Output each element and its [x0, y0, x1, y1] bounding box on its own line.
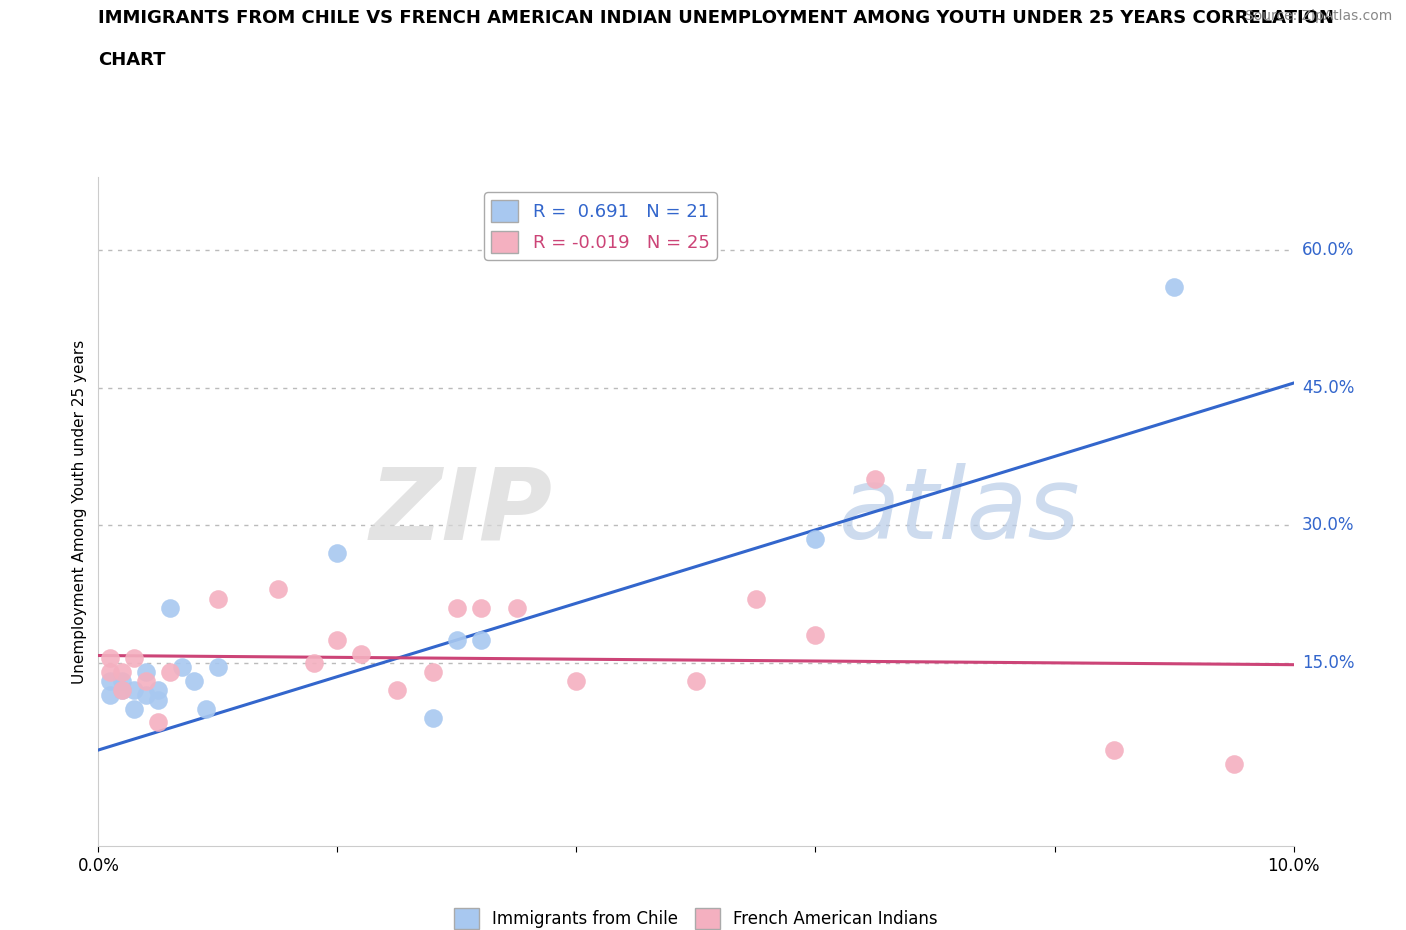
- Point: [135, 687, 157, 702]
- Point: [111, 683, 134, 698]
- Point: [207, 591, 229, 606]
- Point: [326, 632, 349, 647]
- Point: [111, 683, 134, 698]
- Point: [194, 701, 218, 716]
- Point: [446, 601, 468, 616]
- Point: [135, 673, 157, 688]
- Point: [207, 660, 229, 675]
- Point: [326, 545, 349, 560]
- Y-axis label: Unemployment Among Youth under 25 years: Unemployment Among Youth under 25 years: [72, 339, 87, 684]
- Point: [422, 665, 444, 680]
- Point: [267, 582, 290, 597]
- Point: [1163, 279, 1185, 294]
- Text: ZIP: ZIP: [370, 463, 553, 560]
- Point: [111, 665, 134, 680]
- Text: IMMIGRANTS FROM CHILE VS FRENCH AMERICAN INDIAN UNEMPLOYMENT AMONG YOUTH UNDER 2: IMMIGRANTS FROM CHILE VS FRENCH AMERICAN…: [98, 9, 1334, 27]
- Point: [148, 715, 170, 730]
- Text: 15.0%: 15.0%: [1302, 654, 1354, 671]
- Point: [685, 673, 707, 688]
- Point: [124, 683, 146, 698]
- Point: [1104, 742, 1126, 757]
- Text: 60.0%: 60.0%: [1302, 241, 1354, 259]
- Point: [124, 701, 146, 716]
- Point: [111, 673, 134, 688]
- Point: [1223, 756, 1246, 771]
- Point: [470, 601, 492, 616]
- Point: [565, 673, 588, 688]
- Point: [350, 646, 373, 661]
- Point: [98, 665, 122, 680]
- Point: [385, 683, 409, 698]
- Text: CHART: CHART: [98, 51, 166, 69]
- Point: [804, 532, 827, 547]
- Point: [135, 665, 157, 680]
- Point: [148, 692, 170, 707]
- Text: Source: ZipAtlas.com: Source: ZipAtlas.com: [1244, 9, 1392, 23]
- Point: [183, 673, 205, 688]
- Point: [159, 665, 181, 680]
- Point: [98, 651, 122, 666]
- Text: 45.0%: 45.0%: [1302, 379, 1354, 397]
- Point: [172, 660, 194, 675]
- Point: [865, 472, 887, 486]
- Point: [98, 673, 122, 688]
- Point: [470, 632, 492, 647]
- Point: [446, 632, 468, 647]
- Point: [302, 656, 325, 671]
- Point: [98, 687, 122, 702]
- Text: atlas: atlas: [839, 463, 1081, 560]
- Point: [159, 601, 181, 616]
- Point: [804, 628, 827, 643]
- Point: [506, 601, 529, 616]
- Text: 30.0%: 30.0%: [1302, 516, 1354, 534]
- Point: [422, 711, 444, 725]
- Point: [148, 683, 170, 698]
- Point: [745, 591, 768, 606]
- Legend: Immigrants from Chile, French American Indians: Immigrants from Chile, French American I…: [447, 901, 945, 930]
- Point: [124, 651, 146, 666]
